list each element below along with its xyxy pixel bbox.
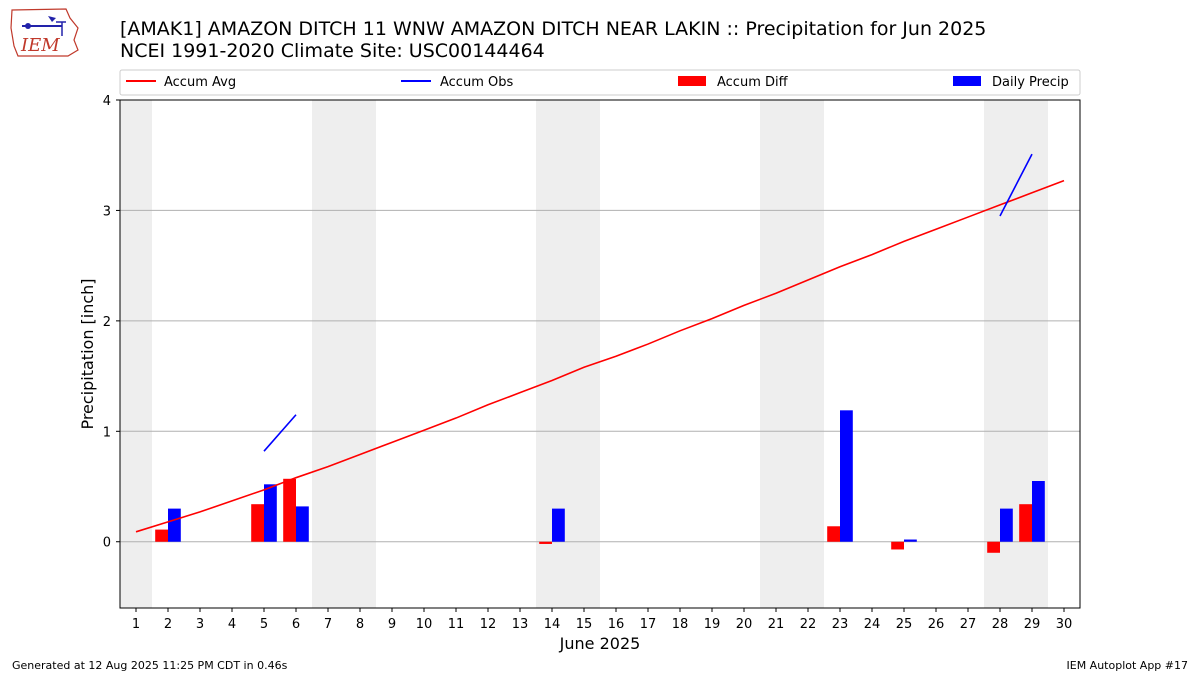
x-tick-label-2: 2: [164, 617, 172, 632]
legend-label-daily-precip: Daily Precip: [992, 75, 1069, 90]
accum-obs-line-segment-2: [999, 153, 1033, 217]
daily-precip-bar-day-23: [840, 410, 853, 542]
weekend-shade-day-7: [312, 100, 344, 608]
accum-avg-line: [135, 179, 1065, 533]
accum-diff-bar-day-5: [251, 504, 264, 542]
x-tick-label-12: 12: [480, 617, 497, 632]
legend-box: [119, 69, 1081, 96]
daily-precip-bar-day-2: [168, 508, 181, 542]
legend-swatch-accum-diff: [678, 76, 706, 86]
accum-diff-bar-day-28: [987, 541, 1000, 553]
x-tick-label-8: 8: [356, 617, 364, 632]
svg-text:IEM: IEM: [20, 35, 60, 56]
legend: Accum Avg Accum Obs Accum Diff Daily Pre…: [119, 69, 1081, 96]
daily-precip-bar-day-28: [1000, 508, 1013, 542]
x-tick-label-18: 18: [672, 617, 689, 632]
y-tick-label-0: 0: [103, 536, 111, 551]
x-tick-label-14: 14: [544, 617, 561, 632]
x-tick-label-19: 19: [704, 617, 721, 632]
x-tick-label-6: 6: [292, 617, 300, 632]
daily-precip-bar-day-5: [264, 484, 277, 542]
x-tick-label-17: 17: [640, 617, 657, 632]
daily-precip-bar-day-25: [904, 539, 917, 542]
x-axis-label: June 2025: [559, 634, 641, 653]
accum-diff-bar-day-25: [891, 541, 904, 550]
x-tick-label-21: 21: [768, 617, 785, 632]
legend-label-accum-diff: Accum Diff: [717, 75, 789, 90]
chart-title: [AMAK1] AMAZON DITCH 11 WNW AMAZON DITCH…: [120, 18, 987, 40]
iem-logo: IEM: [8, 6, 82, 60]
weekend-shade-day-22: [792, 100, 824, 608]
x-tick-label-15: 15: [576, 617, 593, 632]
legend-label-accum-obs: Accum Obs: [440, 75, 513, 90]
x-tick-label-27: 27: [960, 617, 977, 632]
accum-diff-bar-day-23: [827, 526, 840, 542]
x-tick-label-30: 30: [1056, 617, 1073, 632]
accum-diff-bar-day-14: [539, 541, 552, 544]
x-tick-label-11: 11: [448, 617, 465, 632]
x-tick-label-24: 24: [864, 617, 881, 632]
x-tick-label-29: 29: [1024, 617, 1041, 632]
accum-diff-bar-day-6: [283, 478, 296, 542]
x-tick-label-23: 23: [832, 617, 849, 632]
legend-swatch-daily-precip: [953, 76, 981, 86]
chart-subtitle: NCEI 1991-2020 Climate Site: USC00144464: [120, 40, 545, 62]
x-tick-label-28: 28: [992, 617, 1009, 632]
x-tick-label-1: 1: [132, 617, 140, 632]
daily-precip-bar-day-6: [296, 506, 309, 542]
x-tick-label-26: 26: [928, 617, 945, 632]
x-tick-label-4: 4: [228, 617, 236, 632]
legend-label-accum-avg: Accum Avg: [164, 75, 236, 90]
weekend-shade-day-21: [760, 100, 792, 608]
plot-frame: [119, 99, 1081, 609]
x-tick-label-16: 16: [608, 617, 625, 632]
x-tick-label-7: 7: [324, 617, 332, 632]
y-tick-label-1: 1: [103, 425, 111, 440]
weekend-shade-day-15: [568, 100, 600, 608]
y-tick-label-3: 3: [103, 204, 111, 219]
y-tick-label-2: 2: [103, 315, 111, 330]
weekend-shade-day-1: [120, 100, 152, 608]
x-tick-label-3: 3: [196, 617, 204, 632]
accum-obs-line-segment-1: [263, 414, 297, 452]
generated-timestamp: Generated at 12 Aug 2025 11:25 PM CDT in…: [12, 659, 288, 672]
x-tick-label-20: 20: [736, 617, 753, 632]
x-axis-ticks: 1 2 3 4 5 6 7 8 9 10 11 12 13 14 15 16 17 18 19 20 21 22 23 24 2…: [132, 608, 1072, 632]
x-tick-label-9: 9: [388, 617, 396, 632]
bars: [155, 410, 1045, 553]
y-tick-label-4: 4: [103, 94, 111, 109]
x-tick-label-10: 10: [416, 617, 433, 632]
lines: [135, 153, 1065, 533]
y-axis-label: Precipitation [inch]: [78, 278, 97, 429]
app-credit: IEM Autoplot App #17: [1066, 659, 1189, 672]
x-tick-label-22: 22: [800, 617, 817, 632]
x-tick-label-25: 25: [896, 617, 913, 632]
x-tick-label-13: 13: [512, 617, 529, 632]
accum-diff-bar-day-2: [155, 529, 168, 542]
daily-precip-bar-day-14: [552, 508, 565, 542]
y-axis-ticks: 0 1 2 3 4: [103, 94, 120, 551]
accum-diff-bar-day-29: [1019, 504, 1032, 542]
x-tick-label-5: 5: [260, 617, 268, 632]
daily-precip-bar-day-29: [1032, 481, 1045, 542]
weekend-shading: [120, 100, 1048, 608]
weekend-shade-day-8: [344, 100, 376, 608]
